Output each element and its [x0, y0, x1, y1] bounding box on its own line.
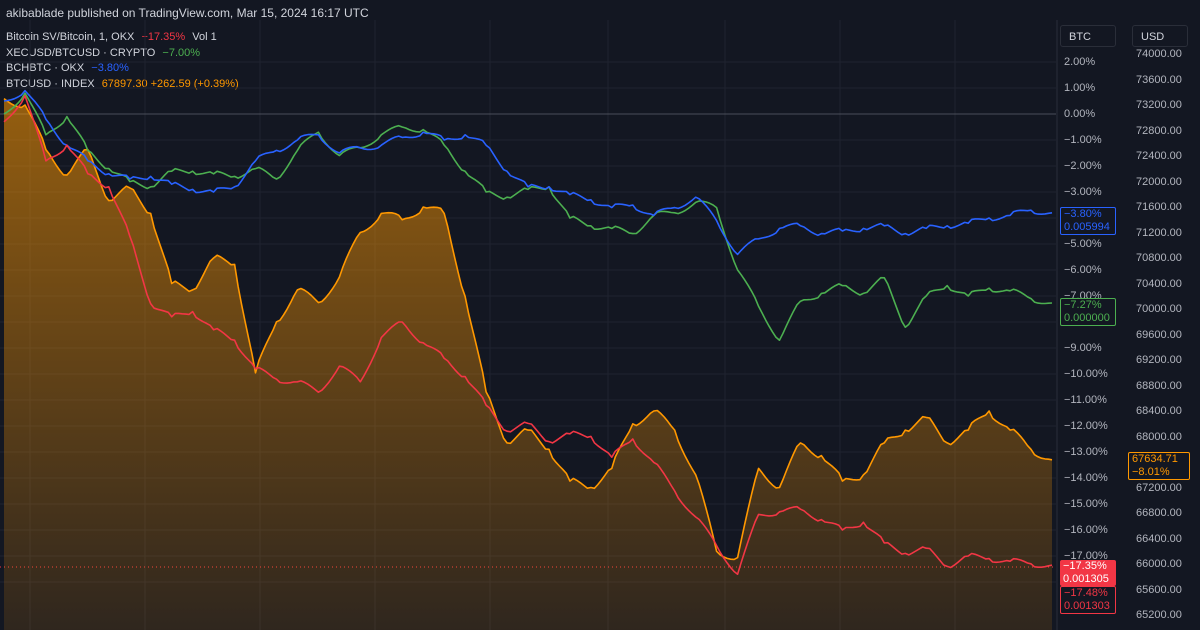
legend-series-name: Bitcoin SV/Bitcoin, 1, OKX [6, 31, 135, 43]
usd-axis-tick: 65600.00 [1136, 583, 1182, 596]
pct-axis-tick: −14.00% [1064, 472, 1108, 484]
bsv-series-line [3, 95, 1053, 575]
btc-area-fill [4, 98, 1052, 630]
pct-axis-tick: 0.00% [1064, 108, 1096, 120]
bch-tag-value: 0.005994 [1064, 221, 1110, 233]
legend-series-change: 67897.30 +262.59 (+0.39%) [101, 77, 239, 90]
usd-axis-tick: 69200.00 [1136, 354, 1182, 366]
legend-row-btc[interactable]: BTCUSD · INDEX 67897.30 +262.59 (+0.39%) [6, 77, 243, 93]
legend-row-bch[interactable]: BCHBTC · OKX −3.80% [6, 61, 243, 77]
usd-axis-tick: 67200.00 [1136, 481, 1182, 494]
xec-series-line [3, 92, 1053, 341]
bch-series-line [3, 89, 1053, 256]
bch-price-tag: −3.80% 0.005994 [1060, 207, 1116, 235]
usd-axis-tick: 71600.00 [1136, 201, 1182, 213]
bsv-tag-pct: −17.35% [1063, 560, 1107, 572]
usd-axis-tick: 72400.00 [1136, 150, 1182, 162]
usd-axis-tick: 70000.00 [1136, 303, 1182, 315]
btc-series-line [3, 97, 1053, 561]
usd-axis-tick: 72800.00 [1136, 124, 1182, 137]
bsv-price-tag: −17.35% 0.001305 [1060, 560, 1116, 586]
btc-price-tag: 67634.71 −8.01% [1128, 452, 1190, 480]
pct-axis-tick: 2.00% [1064, 56, 1096, 68]
bsv2-price-tag: −17.48% 0.001303 [1060, 586, 1116, 614]
legend-series-change: −7.00% [162, 46, 201, 59]
xec-tag-value: 0.000000 [1064, 312, 1110, 324]
legend-row-bsv[interactable]: Bitcoin SV/Bitcoin, 1, OKX −17.35% Vol 1 [6, 30, 243, 46]
legend-series-change: −3.80% [91, 62, 129, 74]
bsv2-tag-pct: −17.48% [1064, 587, 1108, 599]
usd-axis-tick: 66800.00 [1136, 507, 1182, 519]
usd-axis-tick: 73200.00 [1136, 99, 1182, 111]
legend-series-name: BTCUSD · INDEX [6, 77, 95, 90]
pct-axis-tick: −17.00% [1064, 550, 1108, 562]
pct-axis-tick: −13.00% [1064, 446, 1108, 458]
pct-axis-tick: −9.00% [1064, 342, 1102, 354]
pct-axis-tick: −2.00% [1064, 160, 1102, 172]
usd-axis-tick: 73600.00 [1136, 73, 1182, 86]
usd-axis-tick: 68000.00 [1136, 430, 1182, 443]
bsv-tag-value: 0.001305 [1063, 573, 1109, 585]
series-lines [3, 89, 1053, 575]
pct-axis-tick: −11.00% [1064, 394, 1107, 406]
publisher-header: akibablade published on TradingView.com,… [6, 6, 369, 20]
chart-legend: Bitcoin SV/Bitcoin, 1, OKX −17.35% Vol 1… [6, 30, 243, 92]
usd-axis-tick: 74000.00 [1136, 48, 1182, 60]
xec-price-tag: −7.27% 0.000000 [1060, 298, 1116, 326]
usd-axis-tick: 70400.00 [1136, 277, 1182, 290]
btc-tag-value: 67634.71 [1132, 453, 1178, 465]
legend-series-name: XECUSD/BTCUSD · CRYPTO [6, 46, 156, 59]
pct-axis-tick: −3.00% [1064, 186, 1102, 198]
usd-axis-tick: 72000.00 [1136, 175, 1182, 188]
xec-tag-pct: −7.27% [1064, 299, 1102, 311]
usd-axis-header[interactable]: USD [1132, 25, 1188, 47]
pct-axis-tick: −5.00% [1064, 238, 1102, 250]
legend-series-change: −17.35% [141, 31, 186, 43]
legend-row-xec[interactable]: XECUSD/BTCUSD · CRYPTO −7.00% [6, 46, 243, 62]
usd-axis-tick: 66000.00 [1136, 558, 1182, 570]
pct-axis-tick: −15.00% [1064, 498, 1108, 510]
btc-axis-header[interactable]: BTC [1060, 25, 1116, 47]
bsv2-tag-value: 0.001303 [1064, 600, 1110, 612]
usd-axis-tick: 68400.00 [1136, 405, 1182, 417]
legend-series-name: BCHBTC · OKX [6, 62, 85, 74]
pct-axis-tick: −6.00% [1064, 264, 1102, 276]
pct-axis-tick: −10.00% [1064, 368, 1108, 380]
usd-axis-tick: 71200.00 [1136, 226, 1182, 239]
pct-axis-tick: 1.00% [1064, 82, 1096, 94]
btc-area-layer [4, 98, 1052, 630]
btc-tag-pct: −8.01% [1132, 466, 1170, 478]
pct-axis-tick: −1.00% [1064, 134, 1102, 146]
usd-axis-tick: 70800.00 [1136, 252, 1182, 264]
usd-axis-tick: 65200.00 [1136, 609, 1182, 621]
bch-tag-pct: −3.80% [1064, 208, 1102, 220]
usd-axis-tick: 68800.00 [1136, 379, 1182, 392]
legend-volume: Vol 1 [192, 31, 217, 43]
usd-axis-tick: 66400.00 [1136, 532, 1182, 545]
pct-axis-tick: −16.00% [1064, 524, 1108, 536]
usd-axis-tick: 69600.00 [1136, 328, 1182, 341]
pct-axis-tick: −12.00% [1064, 420, 1108, 432]
